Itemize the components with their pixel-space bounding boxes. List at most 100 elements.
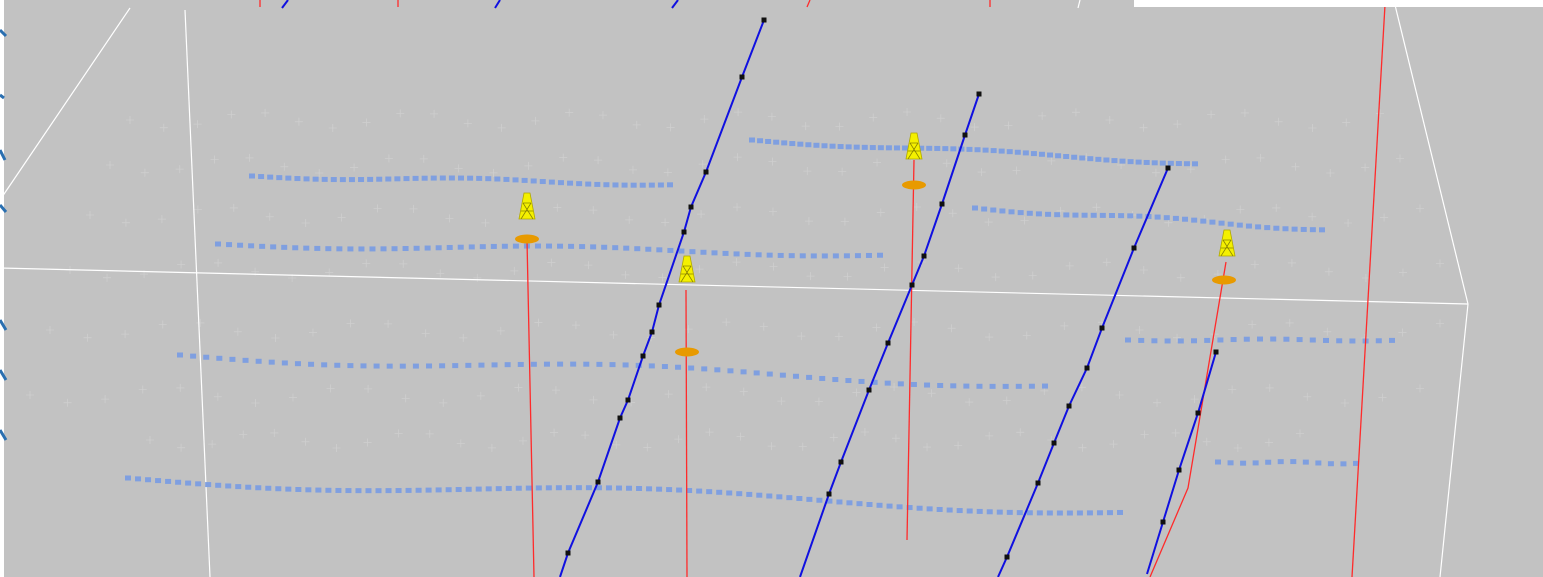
horizon-point bbox=[576, 181, 583, 187]
horizon-point bbox=[494, 176, 501, 182]
wellheads[interactable] bbox=[518, 132, 1236, 283]
grid-marker bbox=[698, 160, 707, 169]
grid-marker bbox=[463, 119, 472, 128]
horizon-point bbox=[312, 176, 319, 182]
grid-marker bbox=[801, 122, 810, 131]
oil-derrick-icon[interactable] bbox=[518, 192, 536, 220]
horizon-point bbox=[517, 361, 524, 367]
grid-marker bbox=[210, 155, 219, 164]
horizon-point bbox=[1063, 212, 1070, 218]
horizon-point bbox=[1309, 337, 1316, 343]
grid-marker bbox=[514, 383, 523, 392]
fault-sticks[interactable] bbox=[281, 0, 1219, 577]
horizon-point bbox=[727, 368, 734, 374]
horizon-point bbox=[478, 362, 485, 368]
grid-marker bbox=[121, 330, 130, 339]
horizon-markers[interactable] bbox=[125, 137, 1395, 516]
grid-marker bbox=[733, 203, 742, 212]
horizon-point bbox=[1389, 337, 1395, 343]
grid-marker bbox=[777, 397, 786, 406]
grid-marker bbox=[409, 204, 418, 213]
horizon-point bbox=[439, 363, 446, 369]
horizon-point bbox=[689, 249, 696, 255]
grid-marker bbox=[1265, 383, 1274, 392]
fault-node bbox=[1084, 365, 1090, 371]
horizon-point bbox=[766, 493, 773, 499]
horizon-point bbox=[1375, 338, 1382, 344]
horizon-point bbox=[1159, 160, 1166, 166]
well-marker bbox=[675, 347, 699, 357]
horizon-point bbox=[1200, 218, 1207, 224]
grid-marker bbox=[804, 217, 813, 226]
horizon-point bbox=[281, 360, 288, 366]
horizon-point bbox=[956, 508, 963, 514]
horizon-point bbox=[661, 364, 668, 370]
grid-marker bbox=[1380, 213, 1389, 222]
horizon-point bbox=[245, 484, 252, 490]
horizon-point bbox=[185, 480, 192, 486]
grid-marker bbox=[700, 115, 709, 124]
horizon-point bbox=[557, 243, 564, 249]
horizon-point bbox=[836, 499, 843, 505]
horizon-point bbox=[1095, 156, 1102, 162]
horizon-point bbox=[1236, 222, 1243, 228]
grid-marker bbox=[1256, 153, 1265, 162]
horizon-point bbox=[276, 175, 283, 181]
grid-marker bbox=[362, 118, 371, 127]
grid-marker bbox=[396, 109, 405, 118]
grid-marker bbox=[373, 204, 382, 213]
horizon-point bbox=[525, 485, 532, 491]
grid-marker bbox=[193, 205, 202, 214]
grid-marker bbox=[733, 153, 742, 162]
horizon-point bbox=[165, 478, 172, 484]
grid-marker bbox=[1060, 321, 1069, 330]
fault-node bbox=[838, 459, 844, 465]
well-trajectories[interactable] bbox=[259, 0, 1386, 577]
grid-marker bbox=[534, 318, 543, 327]
horizon-point bbox=[829, 143, 836, 149]
oil-derrick-icon[interactable] bbox=[905, 132, 923, 160]
horizon-point bbox=[934, 145, 941, 151]
horizon-point bbox=[675, 364, 682, 370]
horizon-point bbox=[567, 180, 574, 186]
grid-marker bbox=[1323, 327, 1332, 336]
horizon-point bbox=[270, 244, 277, 250]
horizon-point bbox=[806, 496, 813, 502]
grid-marker bbox=[473, 273, 482, 282]
grid-marker bbox=[239, 430, 248, 439]
grid-marker bbox=[1308, 212, 1317, 221]
horizon-point bbox=[986, 509, 993, 515]
horizon-point bbox=[1036, 510, 1043, 516]
horizon-point bbox=[1076, 510, 1083, 516]
grid-marker bbox=[301, 437, 310, 446]
horizon-point bbox=[766, 371, 773, 377]
oil-derrick-icon[interactable] bbox=[1218, 229, 1236, 257]
horizon-point bbox=[918, 145, 925, 151]
grid-marker bbox=[177, 443, 186, 452]
horizon-point bbox=[258, 174, 265, 180]
grid-marker bbox=[265, 212, 274, 221]
horizon-point bbox=[1349, 338, 1356, 344]
grid-marker bbox=[598, 111, 607, 120]
horizon-point bbox=[373, 363, 380, 369]
grid-marker bbox=[1303, 392, 1312, 401]
horizon-point bbox=[1111, 158, 1118, 164]
grid-marker bbox=[1233, 443, 1242, 452]
horizon-point bbox=[667, 182, 673, 188]
fault-node bbox=[703, 169, 709, 175]
grid-marker bbox=[1250, 260, 1259, 269]
horizon-point bbox=[435, 245, 442, 251]
grid-marker bbox=[1004, 121, 1013, 130]
grid-marker bbox=[843, 272, 852, 281]
oil-derrick-icon[interactable] bbox=[678, 255, 696, 283]
fault-stick bbox=[559, 19, 765, 577]
horizon-point bbox=[248, 243, 255, 249]
grid-marker bbox=[251, 398, 260, 407]
horizon-point bbox=[1252, 460, 1259, 466]
horizon-point bbox=[395, 488, 402, 494]
horizon-point bbox=[1151, 160, 1158, 166]
horizon-point bbox=[485, 176, 492, 182]
grid-marker bbox=[797, 332, 806, 341]
